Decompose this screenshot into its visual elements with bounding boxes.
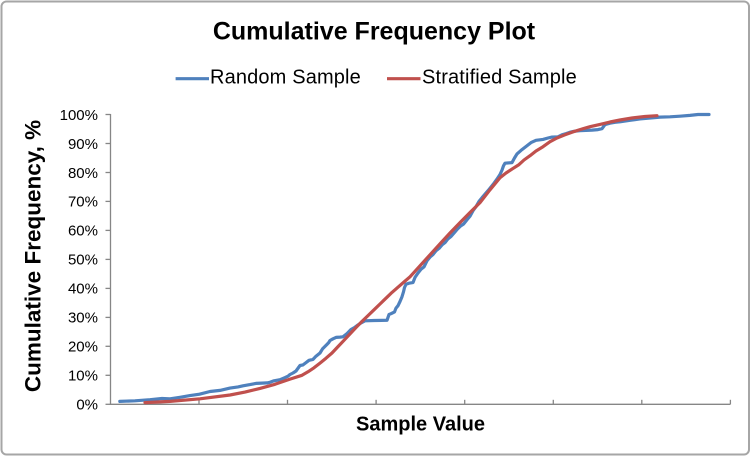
svg-text:0%: 0% bbox=[76, 397, 98, 414]
svg-text:Cumulative Frequency Plot: Cumulative Frequency Plot bbox=[213, 18, 536, 46]
svg-text:Sample Value: Sample Value bbox=[356, 414, 485, 436]
svg-text:20%: 20% bbox=[68, 339, 98, 356]
svg-text:70%: 70% bbox=[68, 194, 98, 211]
svg-text:100%: 100% bbox=[60, 107, 98, 124]
svg-text:80%: 80% bbox=[68, 165, 98, 182]
svg-text:Cumulative Frequency, %: Cumulative Frequency, % bbox=[21, 120, 46, 392]
svg-text:60%: 60% bbox=[68, 223, 98, 240]
svg-text:90%: 90% bbox=[68, 136, 98, 153]
svg-text:Stratified Sample: Stratified Sample bbox=[422, 67, 577, 89]
svg-text:10%: 10% bbox=[68, 368, 98, 385]
svg-text:50%: 50% bbox=[68, 252, 98, 269]
svg-text:40%: 40% bbox=[68, 281, 98, 298]
svg-text:30%: 30% bbox=[68, 310, 98, 327]
svg-text:Random Sample: Random Sample bbox=[210, 67, 361, 89]
